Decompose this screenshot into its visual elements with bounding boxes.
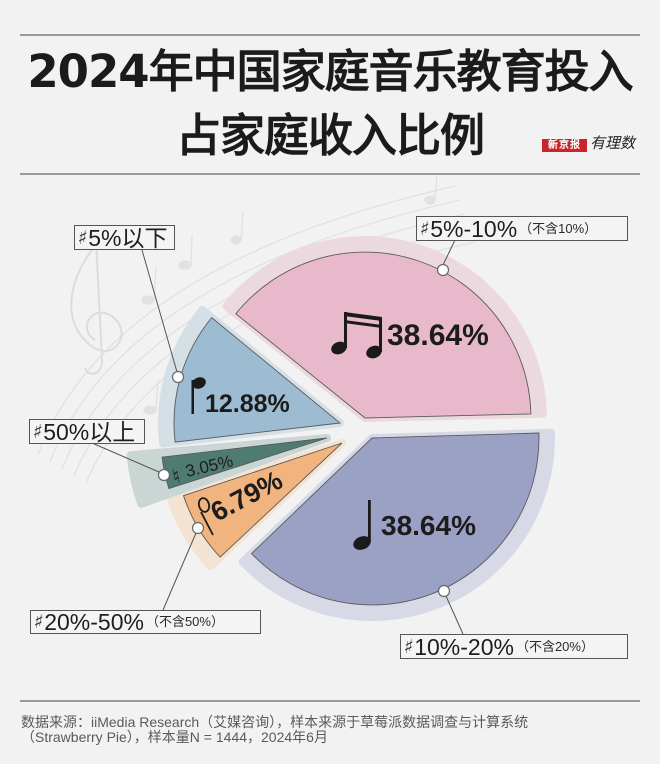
header-top-rule bbox=[20, 34, 640, 36]
anchor-dot-5-10 bbox=[436, 263, 450, 277]
logo-brand: 新京报 bbox=[542, 139, 587, 152]
anchor-dot-50-up bbox=[157, 468, 171, 482]
slice-5-10[interactable] bbox=[235, 251, 532, 419]
slice-value-5-below: 12.88% bbox=[205, 390, 290, 418]
anchor-dot-5-below bbox=[171, 370, 185, 384]
sharp-icon: ♯ bbox=[418, 217, 431, 240]
sharp-icon: ♯ bbox=[402, 635, 415, 658]
footer-rule bbox=[20, 700, 640, 702]
anchor-dots bbox=[157, 263, 451, 598]
callout-range: 10%-20% bbox=[414, 633, 514, 660]
half-note-icon bbox=[197, 497, 214, 536]
leader-lines bbox=[91, 239, 464, 635]
sharp-icon: ♯ bbox=[76, 226, 89, 249]
callout-range: 50%以上 bbox=[43, 418, 136, 445]
callout-range: 20%-50% bbox=[44, 609, 144, 635]
anchor-dot-10-20 bbox=[437, 584, 451, 598]
callout-5-below: ♯ 5%以下 bbox=[74, 225, 175, 250]
header-bottom-rule bbox=[20, 173, 640, 175]
anchor-dot-20-50 bbox=[191, 521, 205, 535]
slice-10-20[interactable] bbox=[250, 432, 540, 606]
callout-20-50: ♯ 20%-50% （不含50%） bbox=[30, 610, 261, 634]
eighth-note-icon bbox=[191, 377, 206, 414]
chart-title-line1: 2024年中国家庭音乐教育投入 bbox=[27, 45, 633, 98]
callout-5-10: ♯ 5%-10% （不含10%） bbox=[416, 216, 628, 241]
source-line-2: （Strawberry Pie），样本量N = 1444，2024年6月 bbox=[21, 729, 328, 745]
halo-50-up bbox=[126, 434, 331, 508]
logo-sub: 有理数 bbox=[590, 134, 636, 152]
slice-value-10-20: 38.64% bbox=[381, 510, 476, 541]
pie-slices bbox=[161, 251, 540, 606]
callout-50-up: ♯ 50%以上 bbox=[29, 419, 145, 444]
slice-value-5-10: 38.64% bbox=[387, 319, 489, 352]
beamed-sixteenth-notes-icon bbox=[331, 312, 382, 359]
callout-note: （不含50%） bbox=[145, 614, 224, 629]
callout-range: 5%以下 bbox=[88, 224, 168, 251]
callout-range: 5%-10% bbox=[430, 215, 518, 242]
source-line-1: 数据来源：iiMedia Research（艾媒咨询），样本来源于草莓派数据调查… bbox=[21, 714, 529, 730]
chart-title-line2: 占家庭收入比例 bbox=[175, 109, 485, 162]
callout-note: （不含20%） bbox=[515, 638, 594, 654]
quarter-note-icon bbox=[353, 500, 371, 550]
sharp-icon: ♯ bbox=[31, 420, 44, 443]
callout-note: （不含10%） bbox=[519, 220, 598, 236]
sharp-icon: ♯ bbox=[32, 611, 45, 633]
callout-10-20: ♯ 10%-20% （不含20%） bbox=[400, 634, 628, 659]
